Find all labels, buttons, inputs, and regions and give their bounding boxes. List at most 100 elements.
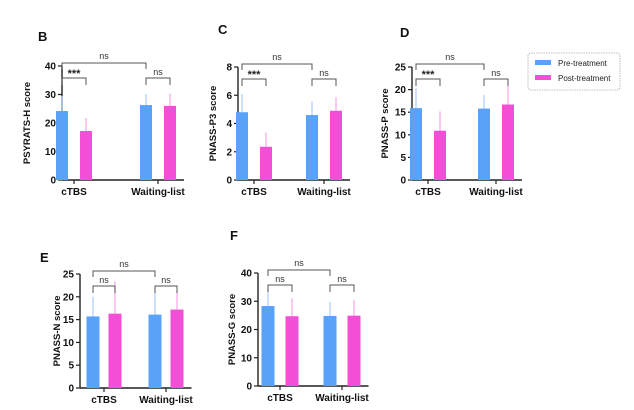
significance-label: ns: [99, 51, 109, 61]
significance-bracket: [329, 284, 355, 292]
legend-swatch-post: [535, 75, 551, 80]
significance-label: ns: [99, 275, 109, 285]
y-tick-label: 15: [395, 108, 407, 119]
y-tick-label: 20: [241, 325, 253, 336]
y-tick-label: 0: [50, 176, 56, 187]
legend: Pre-treatment Post-treatment: [527, 52, 621, 91]
significance-bracket: [145, 77, 171, 85]
post-treatment-bar: [502, 104, 514, 180]
significance-label: ns: [119, 259, 129, 269]
x-tick-label: Waiting-list: [315, 393, 369, 404]
x-tick-label: cTBS: [241, 187, 267, 198]
y-tick-label: 8: [226, 63, 232, 74]
significance-bracket: [483, 78, 509, 86]
y-tick-label: 5: [400, 153, 406, 164]
y-tick-label: 20: [63, 292, 75, 303]
pre-treatment-bar: [306, 115, 318, 180]
significance-label: ns: [337, 274, 347, 284]
significance-label: ns: [294, 258, 304, 268]
post-treatment-bar: [108, 313, 122, 388]
post-treatment-bar: [260, 146, 272, 180]
legend-label-pre: Pre-treatment: [558, 59, 608, 68]
y-tick-label: 10: [63, 338, 75, 349]
x-tick-label: Waiting-list: [139, 395, 193, 406]
y-tick-label: 30: [45, 90, 57, 101]
panel-letter: E: [40, 250, 49, 265]
pre-treatment-bar: [140, 105, 152, 180]
y-tick-label: 2: [226, 147, 232, 158]
significance-label: ***: [422, 69, 436, 81]
y-axis-label: PNASS-P score: [380, 88, 391, 158]
x-tick-label: cTBS: [267, 393, 293, 404]
significance-bracket: [92, 270, 156, 277]
panel-letter: B: [38, 29, 47, 44]
y-tick-label: 20: [45, 119, 57, 130]
y-tick-label: 10: [395, 130, 407, 141]
y-tick-label: 5: [68, 361, 74, 372]
x-tick-label: cTBS: [415, 187, 441, 198]
y-tick-label: 40: [45, 62, 57, 73]
x-tick-label: cTBS: [61, 187, 87, 198]
y-tick-label: 0: [400, 176, 406, 187]
significance-bracket: [267, 284, 293, 292]
post-treatment-bar: [330, 110, 342, 180]
panel-f: F PNASS-G score 0 10 20 30 40 cTBS Waiting-list n…: [227, 228, 369, 404]
pre-treatment-bar: [56, 111, 68, 180]
post-treatment-bar: [170, 309, 184, 388]
significance-label: ns: [153, 67, 163, 77]
y-tick-label: 10: [241, 353, 253, 364]
significance-label: ns: [491, 68, 501, 78]
post-treatment-bar: [347, 315, 361, 386]
y-tick-label: 6: [226, 91, 232, 102]
pre-treatment-bar: [86, 316, 100, 388]
y-tick-label: 10: [45, 147, 57, 158]
y-tick-label: 40: [241, 269, 253, 280]
panel-d: D PNASS-P score 0 5 10 15 20 25 cTBS Waiting-list…: [380, 25, 523, 198]
y-axis-label: PNASS-N score: [52, 296, 63, 367]
panel-e: E PNASS-N score 0 5 10 15 20 25 cTBS Waiting-list…: [40, 250, 193, 406]
significance-label: ***: [68, 68, 82, 80]
significance-bracket: [61, 62, 147, 69]
y-tick-label: 25: [63, 270, 75, 281]
pre-treatment-bar: [478, 108, 490, 180]
significance-bracket: [154, 285, 178, 293]
significance-bracket: [267, 269, 331, 276]
y-axis-label: PSYRATS-H score: [22, 82, 33, 164]
pre-treatment-bar: [148, 314, 162, 388]
y-tick-label: 20: [395, 85, 407, 96]
significance-label: ns: [272, 52, 282, 62]
pre-treatment-bar: [323, 315, 337, 386]
legend-swatch-pre: [535, 60, 551, 65]
significance-label: ns: [275, 274, 285, 284]
significance-bracket: [415, 78, 441, 86]
panel-b: B PSYRATS-H score 0 10 20 30 40 cTBS Waiting-lis…: [22, 29, 185, 198]
post-treatment-bar: [80, 130, 92, 180]
panel-letter: D: [400, 25, 409, 40]
y-tick-label: 30: [241, 297, 253, 308]
y-tick-label: 0: [226, 176, 232, 187]
significance-bracket: [241, 78, 267, 86]
significance-label: ns: [319, 68, 329, 78]
y-tick-label: 4: [226, 119, 232, 130]
post-treatment-bar: [285, 316, 299, 386]
x-tick-label: Waiting-list: [131, 187, 185, 198]
panel-letter: C: [218, 22, 228, 37]
y-tick-label: 25: [395, 63, 407, 74]
panel-letter: F: [230, 228, 238, 243]
y-axis-label: PNASS-P3 score: [208, 86, 219, 162]
pre-treatment-bar: [410, 108, 422, 180]
y-tick-label: 0: [68, 384, 74, 395]
significance-bracket: [311, 78, 337, 86]
y-tick-label: 15: [63, 315, 75, 326]
pre-treatment-bar: [236, 112, 248, 180]
x-tick-label: Waiting-list: [469, 187, 523, 198]
legend-label-post: Post-treatment: [558, 74, 611, 83]
significance-label: ***: [248, 69, 262, 81]
significance-bracket: [92, 285, 116, 293]
pre-treatment-bar: [261, 306, 275, 386]
significance-label: ns: [161, 275, 171, 285]
significance-bracket: [241, 63, 313, 70]
post-treatment-bar: [164, 105, 176, 180]
y-tick-label: 0: [246, 382, 252, 393]
